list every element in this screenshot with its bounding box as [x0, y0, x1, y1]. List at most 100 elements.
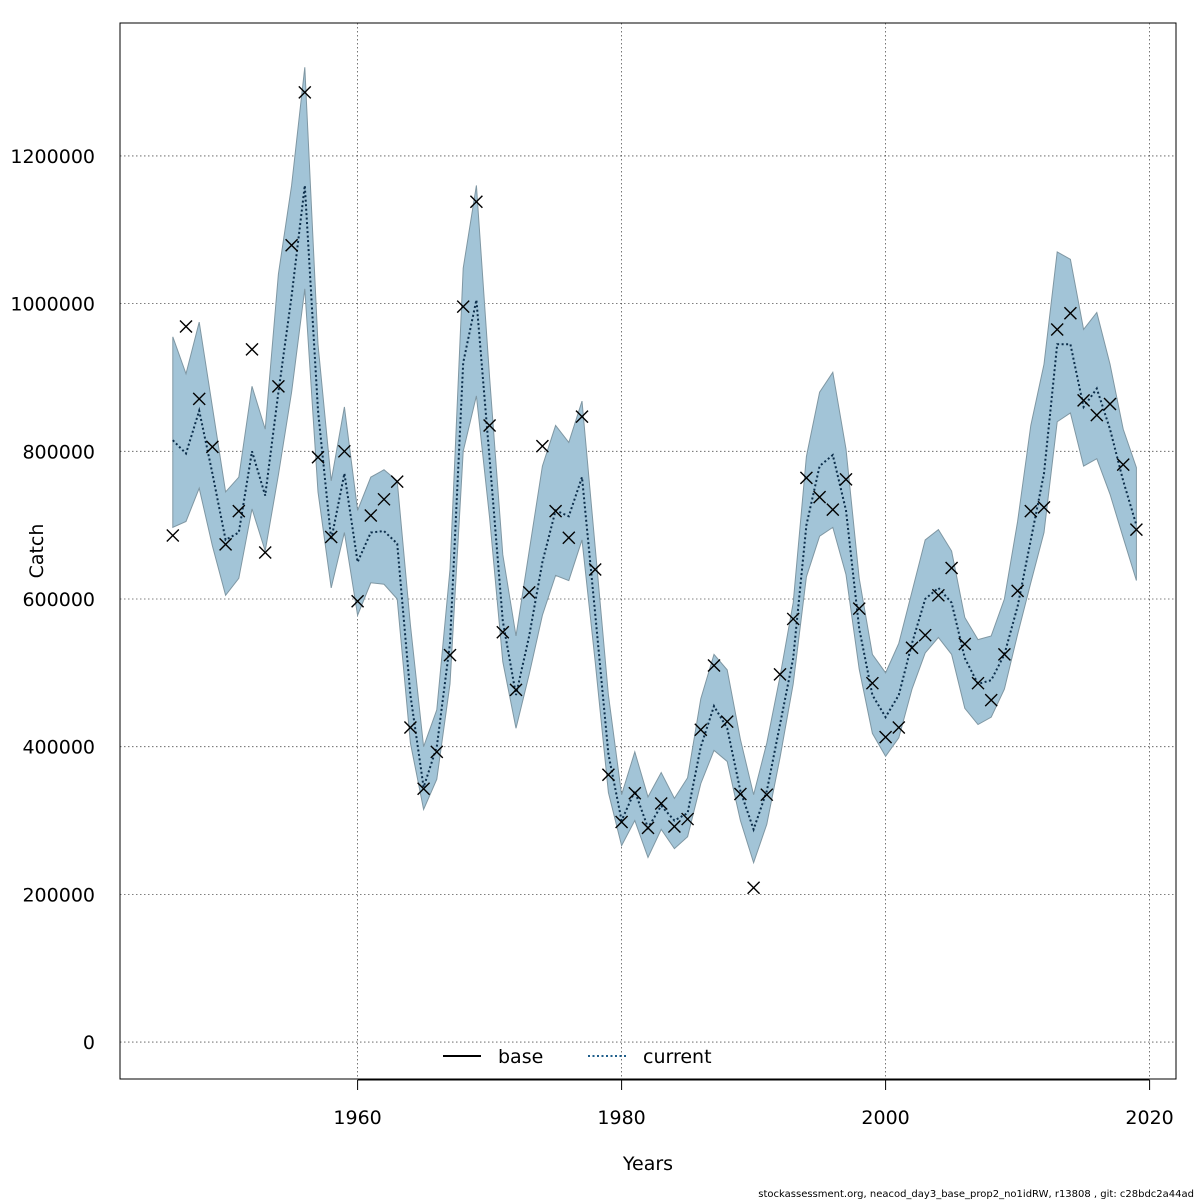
observed-point-stroke	[522, 585, 536, 599]
observed-point	[997, 647, 1011, 661]
observed-point	[1037, 500, 1051, 514]
observed-point	[852, 602, 866, 616]
observed-point	[707, 658, 721, 672]
observed-point-stroke	[509, 683, 523, 697]
observed-point-stroke	[786, 612, 800, 626]
observed-point	[786, 612, 800, 626]
x-axis-title: Years	[622, 1153, 673, 1175]
observed-point	[298, 85, 312, 99]
observed-point-stroke	[324, 530, 338, 544]
observed-point	[232, 504, 246, 518]
observed-point-stroke	[311, 450, 325, 464]
observed-point	[667, 819, 681, 833]
observed-point	[179, 320, 193, 334]
observed-point-stroke	[1063, 306, 1077, 320]
observed-point	[166, 528, 180, 542]
x-tick-label: 1980	[597, 1107, 645, 1129]
observed-point-stroke	[667, 819, 681, 833]
observed-point	[522, 585, 536, 599]
observed-point	[931, 588, 945, 602]
observed-point-stroke	[549, 504, 563, 518]
observed-point-stroke	[496, 625, 510, 639]
observed-point	[773, 667, 787, 681]
legend-current-label: current	[643, 1046, 712, 1068]
observed-point-stroke	[271, 379, 285, 393]
observed-point-stroke	[1077, 393, 1091, 407]
observed-point	[628, 786, 642, 800]
observed-point-stroke	[945, 561, 959, 575]
x-tick-label: 2020	[1125, 1107, 1173, 1129]
observed-point-stroke	[192, 392, 206, 406]
observed-point	[219, 537, 233, 551]
observed-point	[1103, 397, 1117, 411]
observed-point-stroke	[865, 676, 879, 690]
observed-point-stroke	[588, 562, 602, 576]
observed-point	[483, 418, 497, 432]
observed-point-stroke	[245, 342, 259, 356]
observed-point-stroke	[681, 812, 695, 826]
observed-points-layer	[166, 85, 1143, 895]
legend-base-label: base	[498, 1046, 543, 1068]
observed-point	[760, 788, 774, 802]
observed-point-stroke	[469, 195, 483, 209]
observed-point	[799, 471, 813, 485]
observed-point-stroke	[298, 85, 312, 99]
observed-point-stroke	[377, 492, 391, 506]
observed-point	[879, 730, 893, 744]
observed-point-stroke	[892, 720, 906, 734]
observed-point	[865, 676, 879, 690]
observed-point	[258, 545, 272, 559]
observed-point-stroke	[747, 881, 761, 895]
axes: 1960 1980 2000 2020 0 200000 400000 600000 80000…	[10, 146, 1173, 1129]
y-tick-label: 1200000	[10, 146, 95, 168]
observed-point-stroke	[720, 715, 734, 729]
observed-point	[509, 683, 523, 697]
observed-point	[311, 450, 325, 464]
observed-point-stroke	[285, 238, 299, 252]
y-tick-label: 400000	[22, 737, 95, 759]
observed-point-stroke	[641, 821, 655, 835]
y-tick-label: 600000	[22, 589, 95, 611]
observed-point-stroke	[1116, 458, 1130, 472]
observed-point-stroke	[852, 602, 866, 616]
observed-point	[377, 492, 391, 506]
observed-point	[364, 509, 378, 523]
observed-point-stroke	[179, 320, 193, 334]
observed-point	[971, 676, 985, 690]
observed-point	[694, 723, 708, 737]
observed-point	[1063, 306, 1077, 320]
observed-point-stroke	[839, 472, 853, 486]
observed-point-stroke	[205, 440, 219, 454]
observed-point	[918, 628, 932, 642]
observed-point	[654, 797, 668, 811]
observed-point	[1116, 458, 1130, 472]
observed-point	[192, 392, 206, 406]
observed-point-stroke	[232, 504, 246, 518]
observed-point	[945, 561, 959, 575]
observed-point	[205, 440, 219, 454]
observed-point-stroke	[364, 509, 378, 523]
observed-point-stroke	[562, 531, 576, 545]
observed-point-stroke	[628, 786, 642, 800]
observed-point	[337, 444, 351, 458]
observed-point	[1129, 523, 1143, 537]
current-line-layer	[172, 185, 1138, 833]
observed-point-stroke	[760, 788, 774, 802]
observed-point-stroke	[654, 797, 668, 811]
observed-point-stroke	[826, 503, 840, 517]
confidence-band-layer	[172, 67, 1137, 865]
observed-point-stroke	[258, 545, 272, 559]
plot-frame	[119, 22, 1177, 1080]
observed-point-stroke	[403, 720, 417, 734]
confidence-band	[172, 67, 1137, 865]
current-series-line	[172, 185, 1138, 833]
observed-point-stroke	[166, 528, 180, 542]
observed-point	[562, 531, 576, 545]
legend: base current	[443, 1046, 712, 1068]
observed-point	[615, 815, 629, 829]
observed-point	[813, 490, 827, 504]
observed-point-stroke	[707, 658, 721, 672]
observed-point-stroke	[799, 471, 813, 485]
observed-point	[1077, 393, 1091, 407]
observed-point	[681, 812, 695, 826]
